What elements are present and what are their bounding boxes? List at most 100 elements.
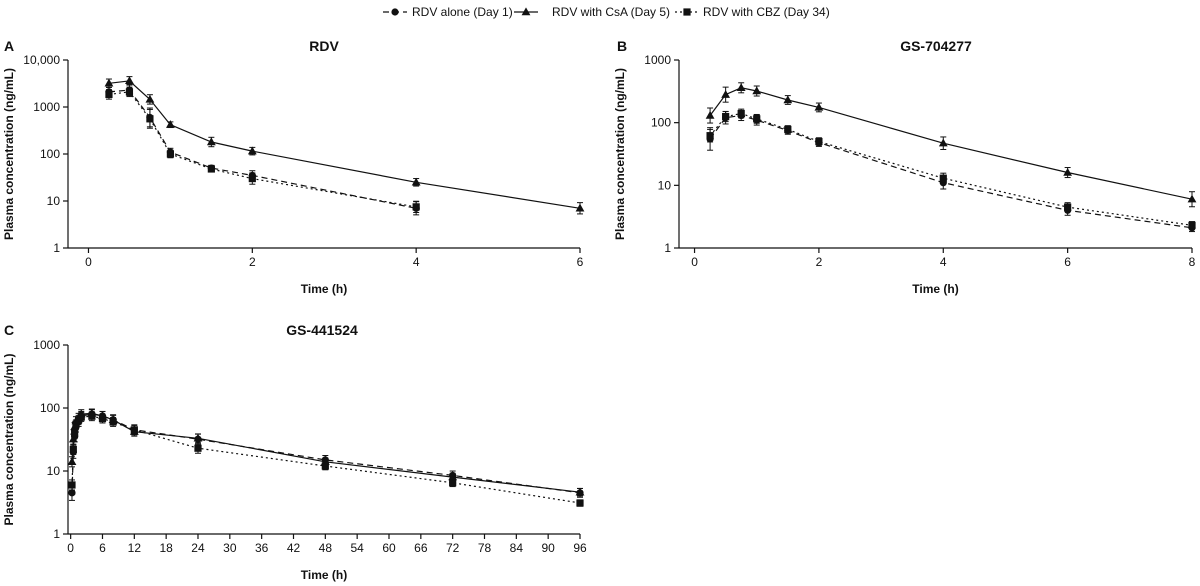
data-point-csa [721,90,731,98]
data-point-csa [752,86,762,95]
y-axis-title: Plasma concentration (ng/mL) [2,68,16,240]
data-point-csa [575,487,585,496]
x-tick-label: 30 [223,541,237,555]
x-tick-label: 8 [1189,255,1196,269]
panel-title: GS-704277 [900,38,972,54]
x-tick-label: 2 [249,255,256,269]
data-point-cbz [1064,203,1072,211]
y-tick-label: 10 [658,178,672,192]
x-tick-label: 18 [159,541,173,555]
data-point-cbz [98,414,107,423]
x-tick-label: 78 [478,541,492,555]
axes: 0 6 12 18 24 30 36 42 48 54 60 66 72 78 84 90 96 1 10 100 10… [33,338,587,555]
y-tick-label: 10 [47,464,61,478]
y-tick-label: 100 [40,401,60,415]
legend-label: RDV with CBZ (Day 34) [703,5,830,19]
y-tick-label: 1000 [33,338,60,352]
x-tick-label: 4 [940,255,947,269]
data-point-csa [448,472,458,481]
data-point-csa [166,120,175,128]
series-line-csa [108,80,581,209]
data-point-csa [125,76,134,85]
data-point-cbz [105,90,113,99]
series-cbz [68,411,584,507]
axes: 0 2 4 6 8 1 10 100 1000 [644,53,1195,269]
x-tick-label: 4 [413,255,420,269]
data-point-csa [1187,194,1197,203]
x-tick-label: 48 [319,541,333,555]
y-tick-label: 100 [651,116,671,130]
data-point-alone [68,489,76,497]
series-line-alone [71,413,581,494]
data-point-cbz [321,462,329,470]
legend: RDV alone (Day 1) RDV with CsA (Day 5) R… [383,5,830,19]
series-csa [67,408,585,497]
panel-a-rdv: A RDV Time (h) Plasma concentration (ng/… [2,38,585,296]
legend-sample-square-dotted [675,8,699,16]
data-point-cbz [1188,221,1196,229]
y-tick-label: 100 [40,147,60,161]
data-point-csa [68,434,78,443]
data-point-cbz [194,444,202,452]
data-point-csa [67,457,77,465]
series-line-alone [108,89,417,209]
data-point-csa [411,177,421,186]
data-point-cbz [125,88,134,96]
plot-area [705,82,1197,233]
data-point-cbz [68,481,76,489]
x-tick-label: 96 [573,541,587,555]
x-axis-title: Time (h) [912,282,958,296]
data-point-csa [736,83,746,92]
data-point-csa [938,138,948,147]
legend-marker [521,7,531,16]
y-tick-label: 1000 [644,53,671,67]
data-point-csa [705,110,715,119]
data-point-csa [104,78,114,87]
panel-b-gs-704277: B GS-704277 Time (h) Plasma concentratio… [613,38,1197,296]
series-line-alone [709,114,1193,229]
x-tick-label: 0 [85,255,92,269]
data-point-cbz [737,109,745,118]
series-line-csa [71,412,581,493]
data-point-cbz [815,137,823,146]
series-line-cbz [709,112,1193,226]
x-tick-label: 42 [287,541,301,555]
axes: 0 2 4 6 1 10 100 1000 10,000 [23,53,583,269]
x-axis-title: Time (h) [301,282,347,296]
legend-marker [683,8,691,16]
data-point-cbz [412,203,420,211]
data-point-csa [193,433,203,442]
legend-item-rdv-cbz: RDV with CBZ (Day 34) [675,5,830,19]
x-tick-label: 2 [816,255,823,269]
y-axis-title: Plasma concentration (ng/mL) [613,68,627,240]
series-csa [104,76,585,215]
series-csa [705,82,1197,208]
panel-c-gs-441524: C GS-441524 Time (h) Plasma concentratio… [2,322,587,582]
y-tick-label: 1 [53,527,60,541]
x-tick-label: 36 [255,541,269,555]
x-tick-label: 66 [414,541,428,555]
y-tick-label: 10 [47,194,61,208]
x-tick-label: 0 [67,541,74,555]
legend-sample-circle-dashed [383,8,407,16]
data-point-csa [247,146,257,155]
data-point-csa [1063,167,1073,176]
series-alone [68,409,584,501]
y-tick-label: 1 [53,241,60,255]
x-tick-label: 0 [691,255,698,269]
panel-letter: B [617,38,627,54]
plot-area [67,408,585,507]
legend-sample-triangle-solid [514,7,538,16]
data-point-cbz [146,115,154,123]
y-tick-label: 1000 [33,100,60,114]
y-tick-label: 10,000 [23,53,60,67]
legend-marker [391,8,399,16]
data-point-cbz [88,412,96,420]
legend-item-rdv-csa: RDV with CsA (Day 5) [514,5,670,19]
legend-label: RDV with CsA (Day 5) [552,5,670,19]
data-point-cbz [207,165,215,173]
x-tick-label: 72 [446,541,460,555]
data-point-csa [206,137,216,146]
data-point-cbz [166,150,174,158]
